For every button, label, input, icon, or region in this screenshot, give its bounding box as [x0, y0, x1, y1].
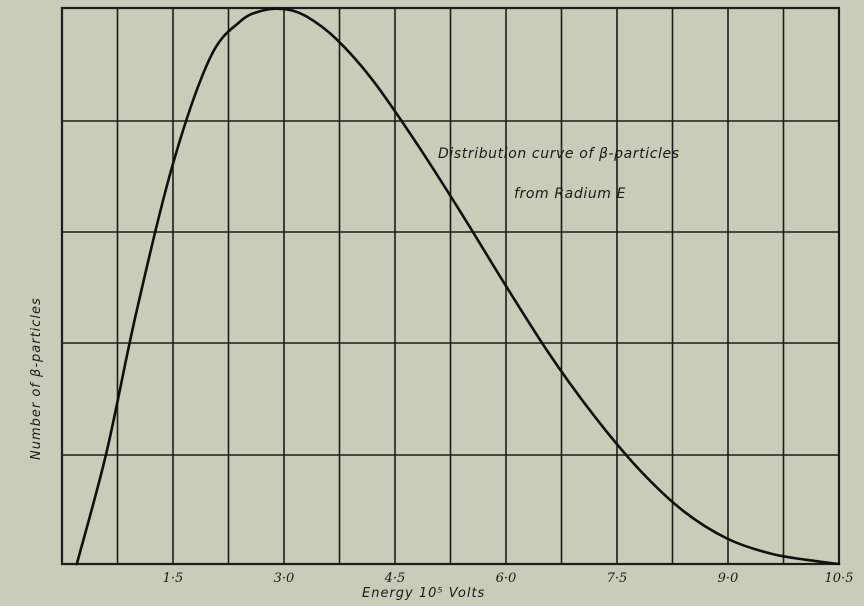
x-tick-label: 9·0: [718, 571, 739, 586]
x-tick-labels: 1·5 3·0 4·5 6·0 7·5 9·0 10·5: [163, 571, 854, 586]
y-axis-label: Number of β-particles: [29, 297, 44, 460]
chart-subtitle: from Radium E: [514, 186, 626, 202]
plot-frame: [60, 6, 841, 566]
grid: [62, 8, 839, 564]
chart-title-block: Distribution curve of β-particles from R…: [438, 146, 680, 202]
x-tick-label: 7·5: [607, 571, 628, 586]
x-tick-label: 10·5: [825, 571, 854, 586]
x-axis-label: Energy 10⁵ Volts: [362, 586, 485, 601]
x-tick-label: 1·5: [163, 571, 184, 586]
x-tick-label: 6·0: [496, 571, 517, 586]
x-tick-label: 4·5: [384, 571, 406, 586]
chart-title: Distribution curve of β-particles: [438, 146, 680, 162]
distribution-curve: [75, 7, 841, 566]
x-tick-label: 3·0: [274, 571, 295, 586]
